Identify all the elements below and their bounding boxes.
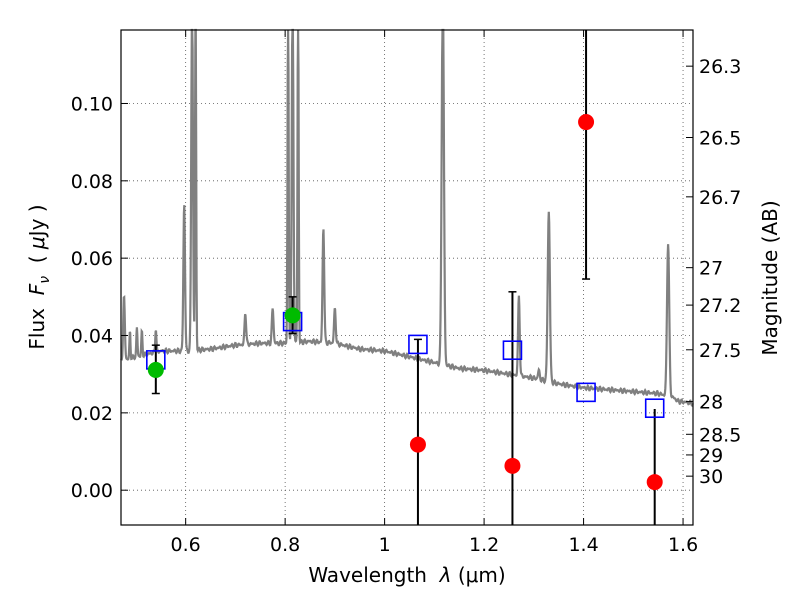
- y-tick-label: 0.08: [71, 171, 113, 193]
- mag-tick-label: 27: [699, 258, 723, 280]
- model_photometry-marker: [644, 398, 665, 419]
- mag-tick-label: 28: [699, 392, 723, 414]
- y-axis-label-pre: Flux: [25, 295, 49, 349]
- x-tick-label: 1.6: [668, 534, 698, 556]
- mag-tick-label: 26.5: [699, 128, 741, 150]
- x-tick-label: 1.4: [568, 534, 598, 556]
- grid-lines: [121, 30, 693, 525]
- model-sed-curve: [120, 28, 694, 408]
- y-axis-label-mu: μ: [25, 236, 49, 250]
- x-axis-label-unit: (μm): [452, 563, 506, 587]
- axis-ticks: 0.6 0.8 1 1.2 1.4 1.6 0.00 0.02 0.04 0.06 0.08 0.10…: [71, 30, 741, 556]
- right-axis-label: Magnitude (AB): [758, 200, 782, 355]
- mag-tick-label: 30: [699, 466, 723, 488]
- y-axis-label-subscript: ν: [37, 276, 53, 284]
- x-tick-label: 0.6: [171, 534, 201, 556]
- x-tick-label: 0.8: [270, 534, 300, 556]
- mag-tick-label: 29: [699, 445, 723, 467]
- model_photometry-marker: [576, 382, 596, 403]
- x-axis-label-symbol: λ: [439, 563, 452, 587]
- y-axis-label-post: Jy ): [25, 204, 49, 238]
- observed-marker: [578, 114, 595, 131]
- y-tick-label: 0.02: [71, 403, 113, 425]
- x-tick-label: 1: [379, 534, 391, 556]
- observed-marker: [646, 474, 663, 491]
- observed-marker: [504, 457, 521, 474]
- model_photometry-marker: [502, 340, 523, 361]
- x-axis-label-main: Wavelength: [308, 563, 439, 587]
- y-axis-label-symbol: F: [25, 283, 49, 295]
- model_photometry-marker: [408, 334, 428, 355]
- mag-tick-label: 27.5: [699, 340, 741, 362]
- extra_points-marker: [284, 307, 301, 324]
- mag-tick-label: 28.5: [699, 424, 741, 446]
- mag-tick-label: 26.7: [699, 187, 741, 209]
- extra_points-marker: [147, 361, 164, 378]
- x-tick-label: 1.2: [469, 534, 499, 556]
- mag-tick-label: 27.2: [699, 295, 741, 317]
- y-axis-label: Flux Fν ( μJy ): [25, 204, 53, 349]
- x-axis-label: Wavelength λ (μm): [308, 563, 505, 587]
- mag-tick-label: 26.3: [699, 56, 741, 78]
- model-sed-layer: [120, 28, 694, 408]
- observed-marker: [409, 436, 426, 453]
- y-axis-label-mid: (: [25, 249, 49, 276]
- y-tick-label: 0.10: [71, 93, 113, 115]
- data-markers: [146, 114, 665, 491]
- y-tick-label: 0.04: [71, 326, 113, 348]
- y-tick-label: 0.06: [71, 248, 113, 270]
- y-tick-label: 0.00: [71, 480, 113, 502]
- plot-frame: [120, 29, 694, 526]
